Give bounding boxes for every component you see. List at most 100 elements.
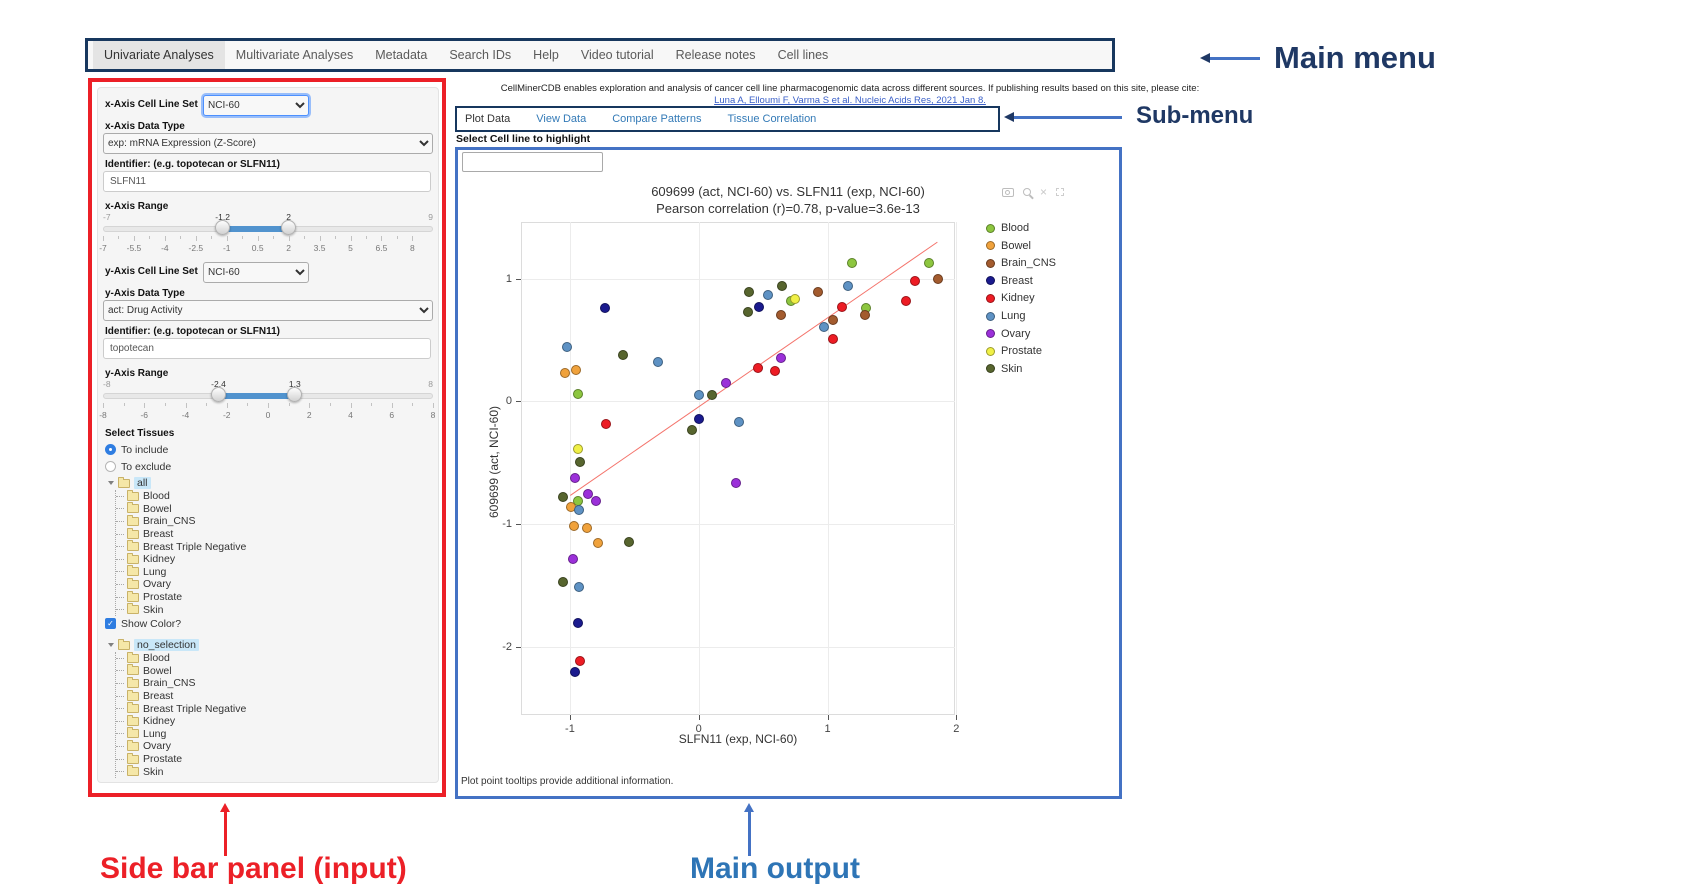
legend-label-brain-cns: Brain_CNS xyxy=(1001,257,1057,270)
show-color-row[interactable]: ✓ Show Color? xyxy=(105,616,181,631)
folder-icon xyxy=(127,590,139,602)
legend-breast[interactable]: Breast xyxy=(986,275,1033,287)
tissue-option-to-include[interactable]: To include xyxy=(105,442,171,457)
slider-x-minor-tick xyxy=(273,236,275,239)
menu-item-release-notes[interactable]: Release notes xyxy=(675,48,756,62)
slider-y-tick xyxy=(185,403,187,408)
tab-compare-patterns[interactable]: Compare Patterns xyxy=(612,113,702,125)
tissue-option-to-exclude[interactable]: To exclude xyxy=(105,459,171,474)
tab-plot-data[interactable]: Plot Data xyxy=(465,113,511,125)
tree-tissues-item-kidney[interactable]: Kidney xyxy=(116,552,246,566)
slider-x-tick-label: -1 xyxy=(222,243,231,253)
close-icon[interactable]: × xyxy=(1040,185,1048,199)
slider-y-from-label: -2.4 xyxy=(211,379,226,389)
tab-tissue-correlation[interactable]: Tissue Correlation xyxy=(727,113,817,125)
slider-x-handle-from[interactable] xyxy=(215,220,231,235)
tree-color-item-brain-cns[interactable]: Brain_CNS xyxy=(116,676,246,690)
camera-icon[interactable] xyxy=(1002,187,1014,197)
slider-x-tick-label: 6.5 xyxy=(375,243,388,253)
slider-x-minor-tick xyxy=(335,236,337,239)
menu-item-video-tutorial[interactable]: Video tutorial xyxy=(580,48,654,62)
tree-color-item-lung[interactable]: Lung xyxy=(116,727,246,741)
menu-item-multivariate-analyses[interactable]: Multivariate Analyses xyxy=(235,48,354,62)
legend-blood[interactable]: Blood xyxy=(986,222,1029,234)
slider-y-tick xyxy=(350,403,352,408)
slider-x-tick-label: 3.5 xyxy=(313,243,326,253)
tree-color-item-breast-triple-negative[interactable]: Breast Triple Negative xyxy=(116,702,246,715)
main-menu-annotation: Main menu xyxy=(1274,40,1436,75)
y-identifier-input[interactable] xyxy=(103,338,431,359)
tree-color-item-bowel[interactable]: Bowel xyxy=(116,664,246,678)
tree-tissues-root[interactable]: all xyxy=(108,476,246,490)
tree-color-item-blood[interactable]: Blood xyxy=(116,651,246,665)
plot-footer-note: Plot point tooltips provide additional i… xyxy=(461,776,674,787)
radio-to-include[interactable] xyxy=(105,444,116,455)
tree-tissues-item-breast[interactable]: Breast xyxy=(116,527,246,541)
tree-color-item-label: Ovary xyxy=(143,740,172,753)
slider-y-minor-tick xyxy=(123,403,125,406)
x-range-slider[interactable]: -7 9 -1.2 2 -7 -5.5 -4 -2.5 -1 0.5 2 3.5 5 6.5 8 xyxy=(99,212,433,256)
show-color-checkbox[interactable]: ✓ xyxy=(105,618,116,629)
y-range-slider[interactable]: -8 8 -2.4 1.3 -8 -6 -4 -2 0 2 4 6 8 xyxy=(99,379,435,423)
x-cell-line-set-select[interactable]: NCI-60 xyxy=(203,95,309,116)
folder-icon xyxy=(127,752,139,764)
tree-color-item-kidney[interactable]: Kidney xyxy=(116,714,246,728)
legend-bowel[interactable]: Bowel xyxy=(986,240,1031,252)
tree-tissues-item-ovary[interactable]: Ovary xyxy=(116,577,246,591)
slider-x-tick xyxy=(257,236,259,241)
tree-color-item-breast[interactable]: Breast xyxy=(116,689,246,703)
legend-brain-cns[interactable]: Brain_CNS xyxy=(986,257,1056,269)
legend-prostate[interactable]: Prostate xyxy=(986,345,1042,357)
tree-tissues-item-blood[interactable]: Blood xyxy=(116,489,246,503)
x-data-type-select[interactable]: exp: mRNA Expression (Z-Score) xyxy=(103,133,433,154)
radio-to-exclude[interactable] xyxy=(105,461,116,472)
legend-kidney[interactable]: Kidney xyxy=(986,292,1035,304)
x-identifier-input[interactable] xyxy=(103,171,431,192)
tree-color-item-ovary[interactable]: Ovary xyxy=(116,739,246,753)
slider-y-handle-from[interactable] xyxy=(211,387,226,402)
tree-tissues-children: Blood Bowel Brain_CNS Breast Breast Triple N… xyxy=(115,489,246,616)
expand-icon[interactable] xyxy=(108,481,114,485)
menu-item-help[interactable]: Help xyxy=(533,48,559,62)
tree-tissues-item-breast-triple-negative[interactable]: Breast Triple Negative xyxy=(116,540,246,553)
slider-x-handle-to[interactable] xyxy=(281,220,297,235)
slider-y-handle-to[interactable] xyxy=(287,387,303,402)
folder-icon xyxy=(118,476,130,488)
slider-y-minor-tick xyxy=(164,403,166,406)
tree-color-item-label: Breast Triple Negative xyxy=(143,702,247,715)
y-data-type-select[interactable]: act: Drug Activity xyxy=(103,300,433,321)
slider-y-to-label: 1.3 xyxy=(288,379,301,389)
slider-x-minor-tick xyxy=(242,236,244,239)
tree-tissues-item-skin[interactable]: Skin xyxy=(116,603,246,616)
zoom-icon[interactable] xyxy=(1023,188,1031,196)
highlight-input[interactable] xyxy=(462,152,603,172)
y-cell-line-set-select[interactable]: NCI-60 xyxy=(203,262,309,283)
folder-icon xyxy=(127,603,139,615)
legend-ovary[interactable]: Ovary xyxy=(986,328,1030,340)
citation-link[interactable]: Luna A, Elloumi F, Varma S et al. Nuclei… xyxy=(714,95,986,106)
tree-tissues-item-label: Ovary xyxy=(143,578,172,591)
tree-color-item-skin[interactable]: Skin xyxy=(116,765,246,778)
tree-tissues-item-prostate[interactable]: Prostate xyxy=(116,590,246,604)
tab-view-data[interactable]: View Data xyxy=(536,113,587,125)
tree-tissues-item-bowel[interactable]: Bowel xyxy=(116,502,246,516)
menu-item-metadata[interactable]: Metadata xyxy=(375,48,428,62)
slider-x-min-label: -7 xyxy=(103,212,111,222)
tree-tissues-item-label: Kidney xyxy=(143,553,176,566)
menu-item-search-ids[interactable]: Search IDs xyxy=(449,48,512,62)
radio-label-to-exclude: To exclude xyxy=(121,460,172,473)
menu-item-univariate-analyses[interactable]: Univariate Analyses xyxy=(93,41,225,69)
tree-color-children: Blood Bowel Brain_CNS Breast Breast Triple N… xyxy=(115,651,246,778)
legend-lung[interactable]: Lung xyxy=(986,310,1025,322)
expand-icon[interactable] xyxy=(108,643,114,647)
menu-item-cell-lines[interactable]: Cell lines xyxy=(777,48,829,62)
tree-color-root[interactable]: no_selection xyxy=(108,638,246,652)
slider-x-tick xyxy=(133,236,135,241)
tree-tissues-item-lung[interactable]: Lung xyxy=(116,565,246,579)
sub-menu-bar: Plot Data View Data Compare Patterns Tissue… xyxy=(455,106,1000,132)
frame-icon[interactable] xyxy=(1056,188,1065,196)
tree-color-item-prostate[interactable]: Prostate xyxy=(116,752,246,766)
tree-tissues-item-brain-cns[interactable]: Brain_CNS xyxy=(116,514,246,528)
slider-y-tick xyxy=(391,403,393,408)
legend-skin[interactable]: Skin xyxy=(986,363,1022,375)
